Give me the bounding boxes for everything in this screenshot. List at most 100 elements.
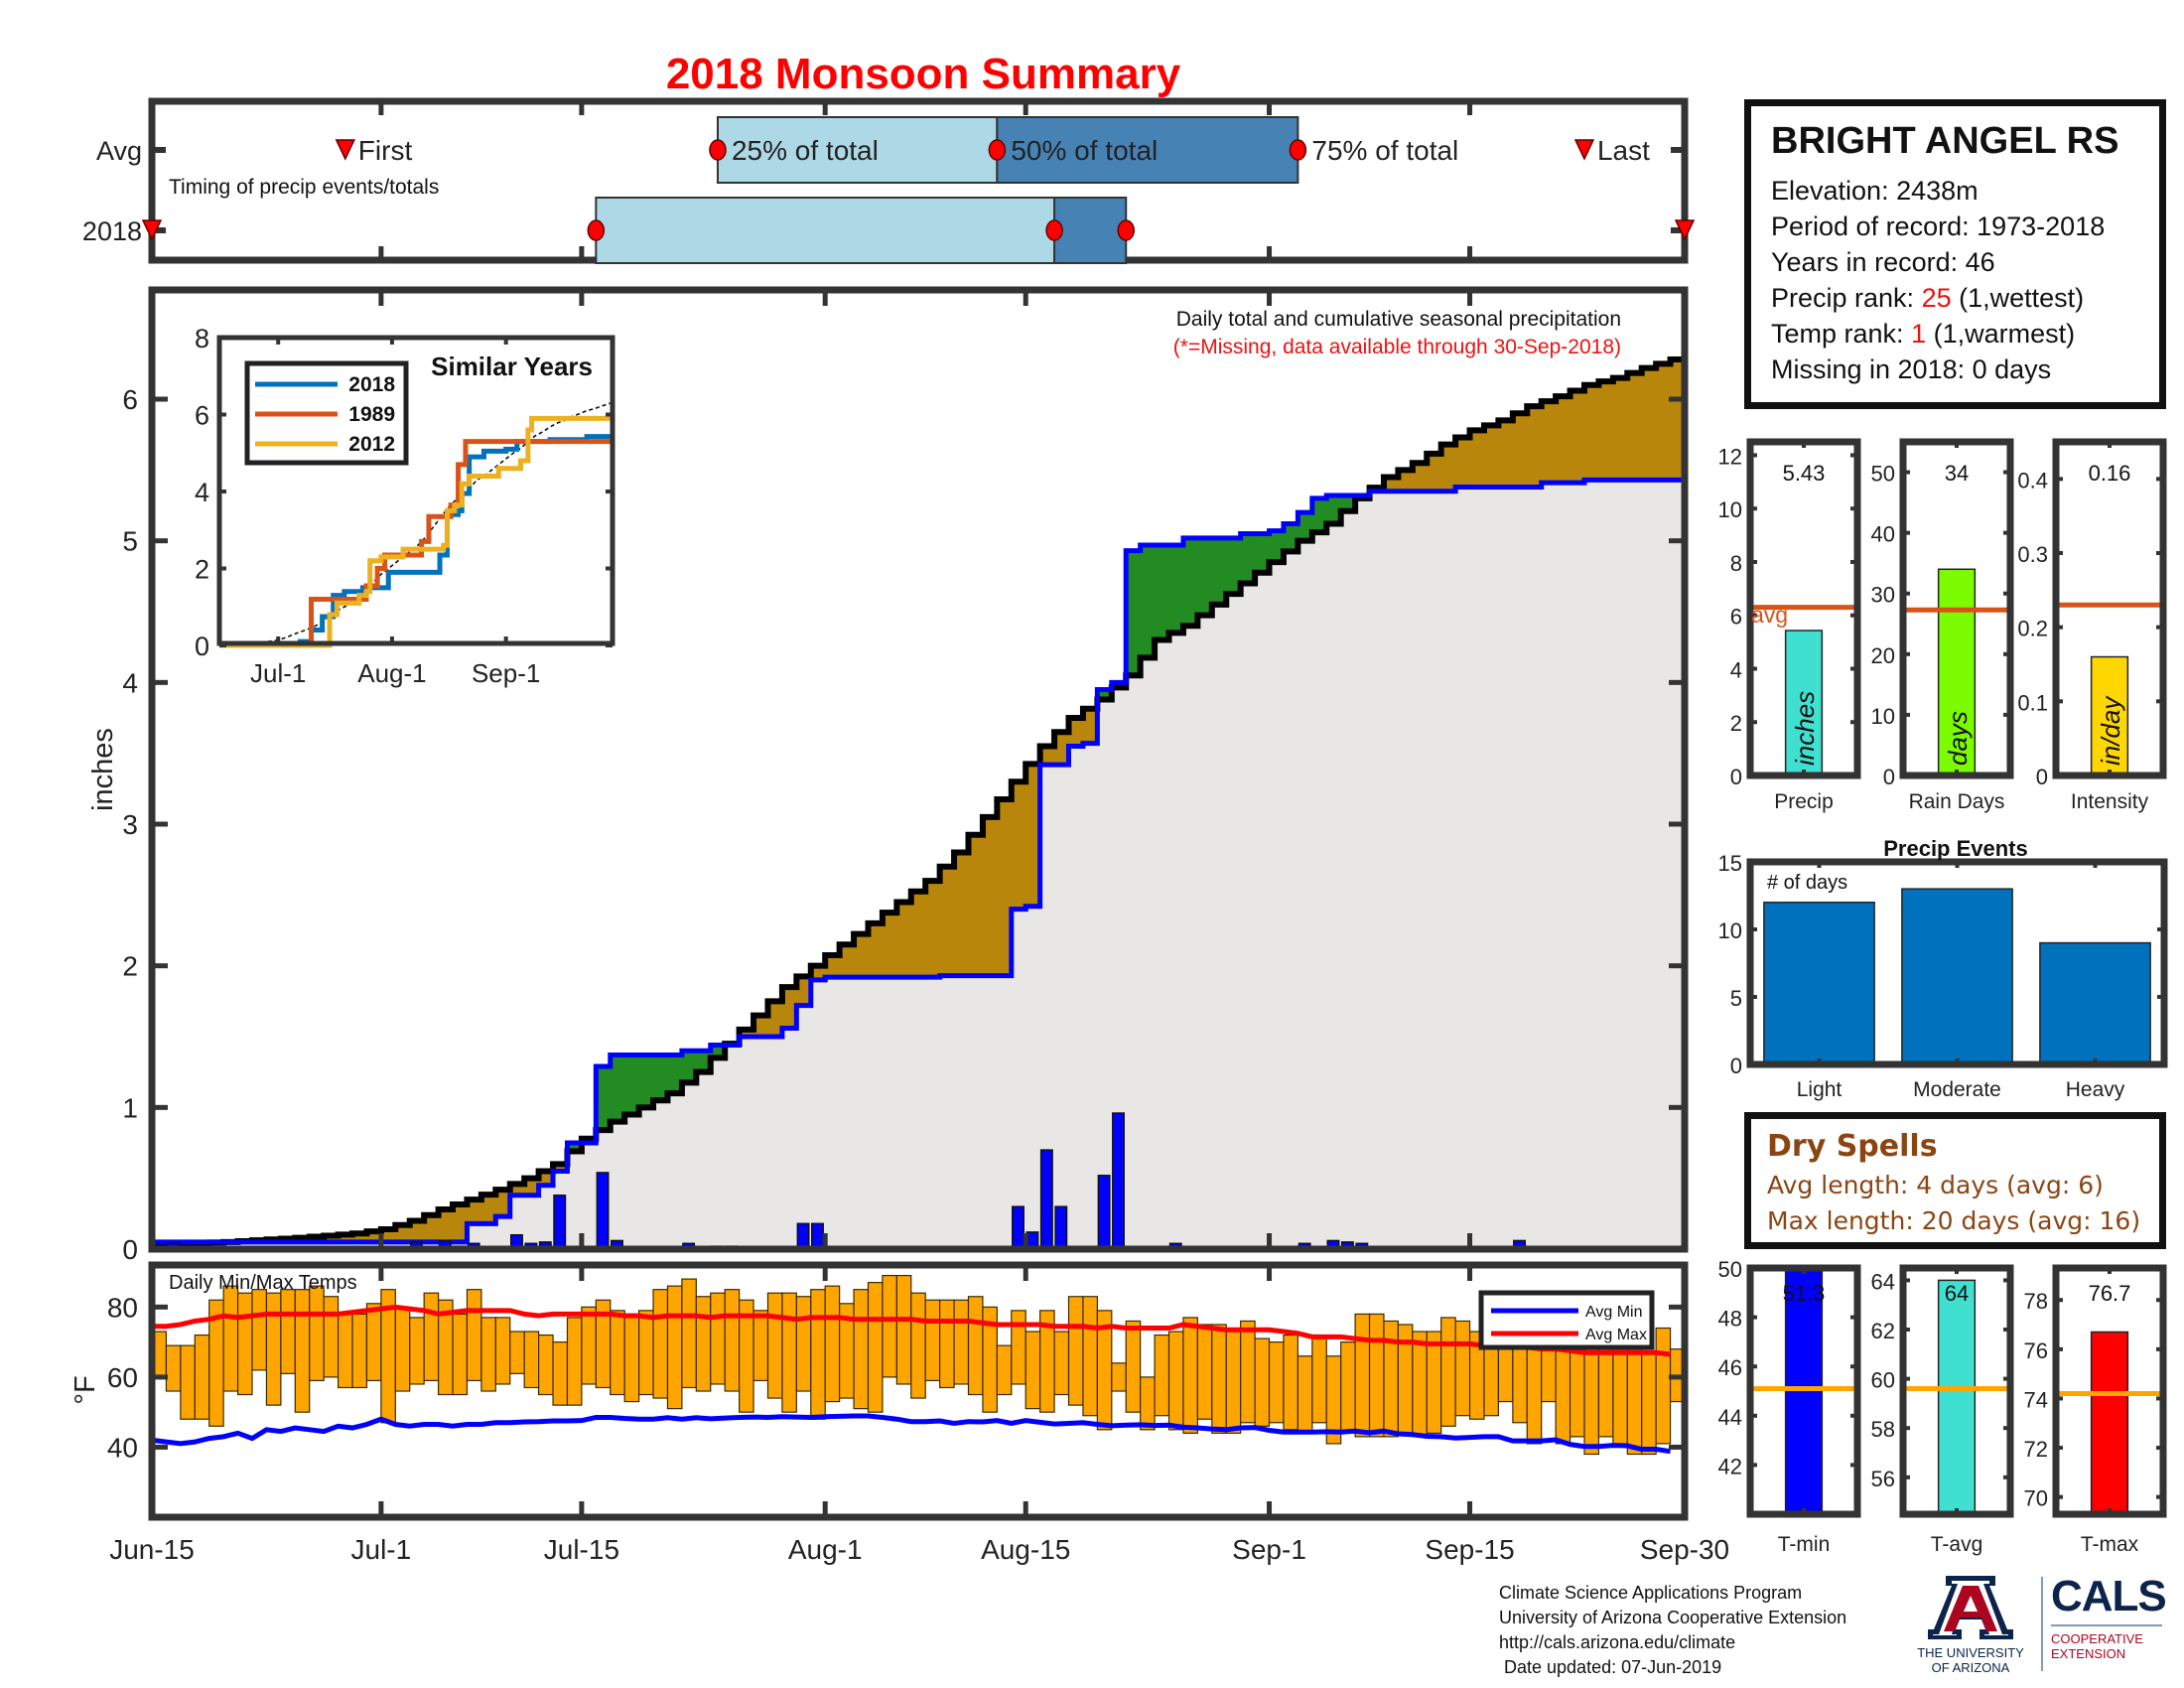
below-average-band xyxy=(1512,413,1528,488)
daily-temp-range-bar xyxy=(1440,1317,1456,1427)
precip-summary-1-category-label: Rain Days xyxy=(1909,790,2005,813)
precip-summary-2-ytick-label: 0 xyxy=(2036,765,2048,789)
below-average-band xyxy=(1440,444,1456,492)
above-average-band xyxy=(567,1143,583,1152)
precip-summary-0-ytick-label: 10 xyxy=(1718,497,1742,522)
above-average-band xyxy=(1311,497,1327,533)
temp-summary-1-ytick-label: 56 xyxy=(1871,1467,1895,1491)
precip-rank-suffix: (1,wettest) xyxy=(1951,283,2085,313)
timing-first-avg-triangle xyxy=(335,139,355,161)
below-average-band xyxy=(438,1209,454,1242)
below-average-band xyxy=(409,1220,425,1242)
timing-bar-2018-50-75 xyxy=(1053,197,1128,264)
inset-title: Similar Years xyxy=(431,352,593,381)
daily-temp-range-bar xyxy=(939,1299,955,1389)
inset-ytick-label: 2 xyxy=(195,555,209,585)
station-period: Period of record: 1973-2018 xyxy=(1771,211,2106,241)
daily-precip-bar xyxy=(811,1222,824,1250)
below-average-band xyxy=(1427,453,1442,492)
below-average-band xyxy=(1068,718,1084,747)
daily-temp-range-bar xyxy=(824,1285,841,1403)
precip-summary-1-ytick-label: 30 xyxy=(1871,583,1895,608)
temp-legend-box xyxy=(1478,1290,1655,1350)
below-average-band xyxy=(1641,367,1657,481)
above-average-band xyxy=(681,1051,697,1083)
precip-events-ytick-label: 10 xyxy=(1718,918,1742,943)
above-average-band xyxy=(1340,495,1356,511)
below-average-band xyxy=(380,1229,396,1242)
below-average-band xyxy=(480,1195,496,1224)
temp-summary-1-value-label: 64 xyxy=(1945,1281,1969,1306)
footer-line-url[interactable]: http://cals.arizona.edu/climate xyxy=(1499,1632,1736,1652)
below-average-band xyxy=(982,816,998,976)
daily-temp-range-bar xyxy=(867,1282,884,1413)
station-elevation: Elevation: 2438m xyxy=(1771,176,1979,206)
daily-temp-range-bar xyxy=(1225,1331,1242,1434)
precip-summary-1-value-label: 34 xyxy=(1945,461,1969,486)
main-ytick-label: 6 xyxy=(122,384,138,415)
below-average-band xyxy=(1455,437,1471,488)
inset-legend-label-2012: 2012 xyxy=(348,433,395,456)
daily-temp-range-bar xyxy=(724,1289,741,1392)
temp-summary-1-category-label: T-avg xyxy=(1931,1533,1983,1556)
below-average-band xyxy=(1039,746,1055,766)
station-temp-rank: Temp rank: 1 (1,warmest) xyxy=(1771,316,2159,352)
above-average-band xyxy=(1182,537,1198,627)
daily-temp-range-bar xyxy=(194,1334,210,1420)
daily-temp-range-bar xyxy=(180,1344,196,1420)
timing-marker-2018-p75 xyxy=(1117,219,1135,241)
below-average-band xyxy=(453,1204,469,1242)
daily-temp-range-bar xyxy=(1626,1331,1643,1456)
daily-temp-range-bar xyxy=(652,1289,669,1399)
main-ytick-label: 3 xyxy=(122,809,138,840)
below-average-band xyxy=(882,913,897,978)
precip-events-bar-moderate xyxy=(1901,888,2013,1065)
inset-legend-label-1989: 1989 xyxy=(348,403,395,426)
daily-temp-range-bar xyxy=(1211,1324,1227,1434)
daily-temp-range-bar xyxy=(1082,1296,1098,1417)
below-average-band xyxy=(538,1171,554,1186)
date-axis-label: Aug-15 xyxy=(981,1534,1070,1565)
timing-subtitle: Timing of precip events/totals xyxy=(169,176,439,199)
above-average-band xyxy=(1126,550,1142,676)
daily-temp-range-bar xyxy=(480,1317,496,1392)
below-average-band xyxy=(1627,372,1643,481)
precip-events-bar-light xyxy=(1763,902,1875,1065)
timing-marker-avg-p50 xyxy=(988,139,1007,161)
daily-temp-range-bar xyxy=(924,1299,941,1382)
below-average-band xyxy=(1412,463,1428,492)
precip-summary-2-ytick-label: 0.1 xyxy=(2017,690,2048,715)
below-average-band xyxy=(509,1184,525,1196)
temp-plot-frame xyxy=(148,1261,1689,1521)
station-missing: Missing in 2018: 0 days xyxy=(1771,354,2052,384)
above-average-band xyxy=(1140,544,1156,658)
date-axis-label: Sep-15 xyxy=(1425,1534,1514,1565)
dry-spells-title: Dry Spells xyxy=(1767,1129,1938,1164)
below-average-band xyxy=(1570,390,1585,484)
daily-temp-range-bar xyxy=(1053,1331,1070,1396)
date-axis-label: Jun-15 xyxy=(109,1534,195,1565)
footer-credits: Climate Science Applications Program Uni… xyxy=(1499,1581,1846,1680)
below-average-band xyxy=(352,1233,368,1242)
temp-summary-2-bar xyxy=(2090,1331,2129,1515)
precip-summary-1-ytick-label: 50 xyxy=(1871,462,1895,487)
daily-temp-range-bar xyxy=(681,1278,697,1389)
daily-temp-range-bar xyxy=(610,1310,625,1396)
temp-rank-suffix: (1,warmest) xyxy=(1926,319,2076,349)
precip-events-category-label: Heavy xyxy=(2066,1078,2125,1101)
above-average-band xyxy=(696,1051,712,1072)
below-average-band xyxy=(825,954,841,978)
below-average-band xyxy=(896,902,912,978)
below-average-band xyxy=(524,1178,540,1196)
temp-summary-0-ytick-label: 42 xyxy=(1718,1454,1742,1478)
precip-summary-0-ytick-label: 4 xyxy=(1730,657,1742,682)
inset-series-line-2018 xyxy=(219,434,613,646)
daily-temp-range-bar xyxy=(265,1292,282,1406)
timing-last-2018-triangle xyxy=(1674,219,1696,241)
daily-temp-range-bar xyxy=(409,1317,425,1385)
daily-temp-range-bar xyxy=(222,1285,239,1392)
precip-events-bar-heavy xyxy=(2039,941,2151,1065)
daily-temp-range-bar xyxy=(1526,1341,1543,1445)
below-average-band xyxy=(338,1234,353,1242)
daily-precip-bar xyxy=(796,1222,810,1250)
